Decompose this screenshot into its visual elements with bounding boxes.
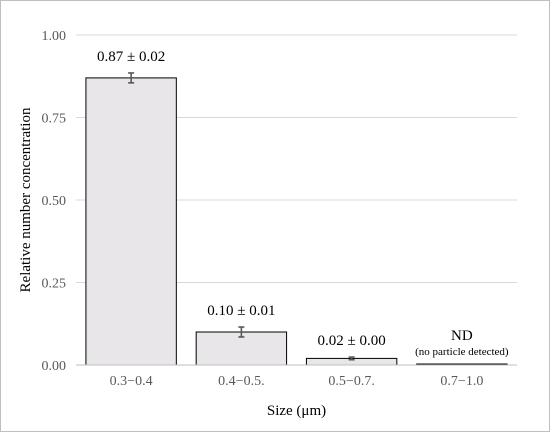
x-axis-ticks: 0.3−0.4 0.4−0.5. 0.5−0.7. 0.7−1.0 bbox=[110, 374, 484, 389]
data-label: 0.10 ± 0.01 bbox=[207, 303, 275, 319]
x-axis-label: Size (μm) bbox=[267, 403, 326, 419]
y-tick-label: 0.75 bbox=[42, 112, 67, 127]
error-bars bbox=[128, 72, 355, 361]
data-label-note: (no particle detected) bbox=[415, 346, 509, 358]
y-tick-label: 0.00 bbox=[42, 359, 67, 374]
y-axis-label: Relative number concentration bbox=[18, 107, 34, 292]
x-tick-label: 0.7−1.0 bbox=[440, 374, 483, 389]
y-tick-label: 0.50 bbox=[42, 194, 67, 209]
y-tick-label: 0.25 bbox=[42, 277, 67, 292]
bar-annotations: 0.87 ± 0.02 0.10 ± 0.01 0.02 ± 0.00 ND (no p… bbox=[97, 49, 509, 358]
y-tick-label: 1.00 bbox=[42, 29, 67, 44]
y-axis-ticks: 0.00 0.25 0.50 0.75 1.00 bbox=[42, 29, 67, 374]
data-label: 0.87 ± 0.02 bbox=[97, 49, 165, 65]
data-label: ND bbox=[451, 328, 473, 344]
x-tick-label: 0.5−0.7. bbox=[328, 374, 374, 389]
bar bbox=[85, 77, 177, 366]
x-tick-label: 0.4−0.5. bbox=[218, 374, 264, 389]
x-tick-label: 0.3−0.4 bbox=[110, 374, 153, 389]
data-label: 0.02 ± 0.00 bbox=[318, 333, 386, 349]
